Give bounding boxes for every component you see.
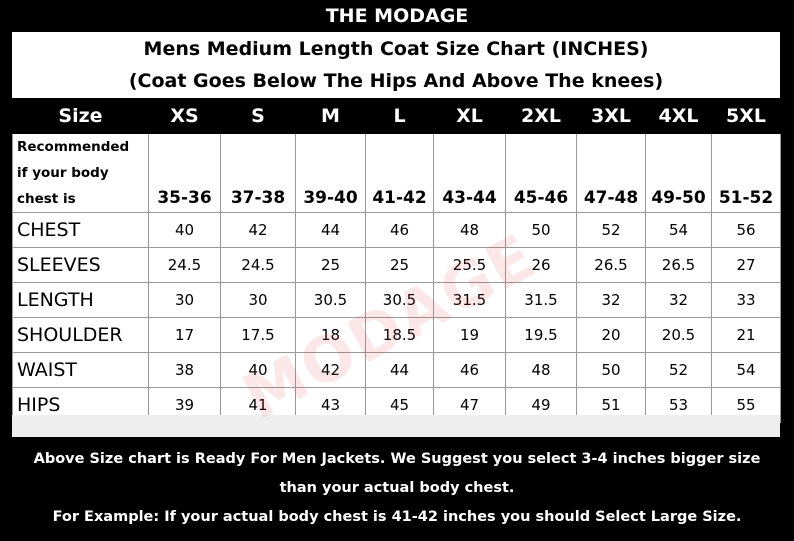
column-header: Size bbox=[12, 98, 149, 134]
cell: 33 bbox=[711, 282, 781, 318]
cell: 54 bbox=[645, 212, 712, 248]
column-header: XS bbox=[148, 98, 221, 134]
cell: 32 bbox=[645, 282, 712, 318]
column-header: S bbox=[220, 98, 296, 134]
recommended-row: Recommended if your body chest is 35-36 37-3… bbox=[12, 133, 781, 213]
chest-range: 49-50 bbox=[645, 133, 712, 213]
column-header: 2XL bbox=[505, 98, 577, 134]
chest-range: 41-42 bbox=[365, 133, 434, 213]
label-line: Recommended bbox=[17, 139, 130, 155]
cell: 44 bbox=[365, 352, 434, 388]
cell: 19.5 bbox=[505, 317, 577, 353]
size-table: Size XS S M L XL 2XL 3XL 4XL 5XL Recommended if you… bbox=[12, 98, 781, 423]
cell: 32 bbox=[576, 282, 646, 318]
cell: 30 bbox=[220, 282, 296, 318]
cell: 24.5 bbox=[220, 247, 296, 283]
data-row: CHEST 40 42 44 46 48 50 52 54 56 bbox=[12, 212, 781, 248]
cell: 18 bbox=[295, 317, 366, 353]
recommended-label: Recommended if your body chest is bbox=[12, 133, 149, 213]
cell: 44 bbox=[295, 212, 366, 248]
cell: 48 bbox=[505, 352, 577, 388]
row-label: CHEST bbox=[12, 212, 149, 248]
cell: 31.5 bbox=[505, 282, 577, 318]
cell: 30.5 bbox=[365, 282, 434, 318]
cell: 50 bbox=[505, 212, 577, 248]
data-row: SHOULDER 17 17.5 18 18.5 19 19.5 20 20.5 21 bbox=[12, 317, 781, 353]
cell: 26 bbox=[505, 247, 577, 283]
cell: 25 bbox=[295, 247, 366, 283]
cell: 31.5 bbox=[433, 282, 506, 318]
cell: 52 bbox=[645, 352, 712, 388]
footer: Above Size chart is Ready For Men Jacket… bbox=[0, 445, 794, 532]
header-row: Size XS S M L XL 2XL 3XL 4XL 5XL bbox=[12, 98, 781, 134]
cell: 30 bbox=[148, 282, 221, 318]
label-line: if your body bbox=[17, 165, 109, 181]
chest-range: 35-36 bbox=[148, 133, 221, 213]
data-row: SLEEVES 24.5 24.5 25 25 25.5 26 26.5 26.5 27 bbox=[12, 247, 781, 283]
cell: 54 bbox=[711, 352, 781, 388]
title: Mens Medium Length Coat Size Chart (INCH… bbox=[143, 38, 649, 60]
row-label: SLEEVES bbox=[12, 247, 149, 283]
cell: 19 bbox=[433, 317, 506, 353]
column-header: M bbox=[295, 98, 366, 134]
data-row: WAIST 38 40 42 44 46 48 50 52 54 bbox=[12, 352, 781, 388]
cell: 27 bbox=[711, 247, 781, 283]
cell: 26.5 bbox=[645, 247, 712, 283]
label-line: chest is bbox=[17, 191, 76, 207]
chest-range: 47-48 bbox=[576, 133, 646, 213]
chest-range: 43-44 bbox=[433, 133, 506, 213]
cell: 38 bbox=[148, 352, 221, 388]
row-label: WAIST bbox=[12, 352, 149, 388]
cell: 52 bbox=[576, 212, 646, 248]
column-header: L bbox=[365, 98, 434, 134]
cell: 42 bbox=[220, 212, 296, 248]
chest-range: 39-40 bbox=[295, 133, 366, 213]
chest-range: 45-46 bbox=[505, 133, 577, 213]
column-header: XL bbox=[433, 98, 506, 134]
cell: 30.5 bbox=[295, 282, 366, 318]
column-header: 3XL bbox=[576, 98, 646, 134]
cell: 50 bbox=[576, 352, 646, 388]
cell: 20 bbox=[576, 317, 646, 353]
cell: 17 bbox=[148, 317, 221, 353]
cell: 18.5 bbox=[365, 317, 434, 353]
chest-range: 37-38 bbox=[220, 133, 296, 213]
cell: 48 bbox=[433, 212, 506, 248]
row-label: LENGTH bbox=[12, 282, 149, 318]
cell: 40 bbox=[148, 212, 221, 248]
cell: 26.5 bbox=[576, 247, 646, 283]
brand: THE MODAGE bbox=[325, 5, 469, 27]
spacer bbox=[12, 415, 780, 437]
cell: 20.5 bbox=[645, 317, 712, 353]
row-label: SHOULDER bbox=[12, 317, 149, 353]
subtitle: (Coat Goes Below The Hips And Above The … bbox=[128, 70, 664, 92]
data-row: LENGTH 30 30 30.5 30.5 31.5 31.5 32 32 33 bbox=[12, 282, 781, 318]
column-header: 5XL bbox=[711, 98, 781, 134]
data-row: HIPS 39 41 43 45 47 49 51 53 55 bbox=[12, 387, 781, 423]
cell: 25.5 bbox=[433, 247, 506, 283]
cell: 46 bbox=[365, 212, 434, 248]
cell: 17.5 bbox=[220, 317, 296, 353]
cell: 40 bbox=[220, 352, 296, 388]
cell: 56 bbox=[711, 212, 781, 248]
column-header: 4XL bbox=[645, 98, 712, 134]
cell: 42 bbox=[295, 352, 366, 388]
footer-line: For Example: If your actual body chest i… bbox=[52, 509, 742, 525]
cell: 46 bbox=[433, 352, 506, 388]
cell: 25 bbox=[365, 247, 434, 283]
footer-line: Above Size chart is Ready For Men Jacket… bbox=[33, 451, 761, 467]
cell: 24.5 bbox=[148, 247, 221, 283]
cell: 21 bbox=[711, 317, 781, 353]
titles: Mens Medium Length Coat Size Chart (INCH… bbox=[12, 32, 780, 98]
footer-line: than your actual body chest. bbox=[279, 480, 515, 496]
chest-range: 51-52 bbox=[711, 133, 781, 213]
